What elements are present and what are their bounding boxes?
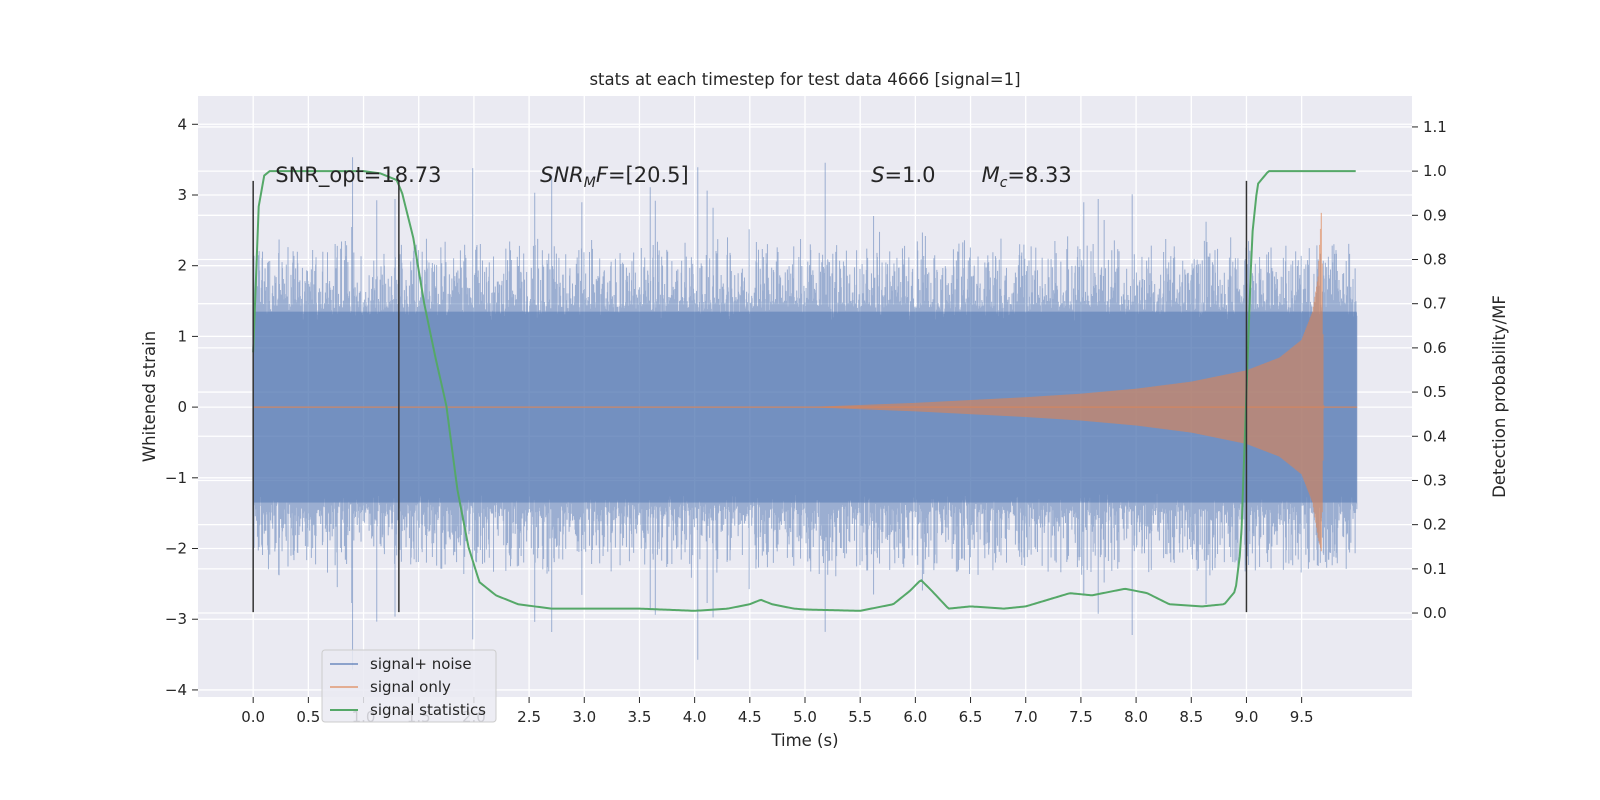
y-tick-label: 4 (177, 115, 187, 133)
y-tick-label: 1 (177, 327, 187, 345)
y2-tick-label: 0.1 (1423, 560, 1447, 578)
series-signal-statistics (252, 170, 1356, 612)
series-line (252, 170, 1356, 612)
legend-label: signal+ noise (370, 655, 472, 673)
x-tick-label: 5.5 (848, 708, 872, 726)
x-tick-label: 8.0 (1124, 708, 1148, 726)
annotation-1: SNRMF=[20.5] (540, 163, 689, 191)
x-tick-label: 2.5 (517, 708, 541, 726)
y2-axis-label: Detection probability/MF (1490, 295, 1509, 498)
y2-tick-label: 0.7 (1423, 295, 1447, 313)
y2-tick-label: 0.5 (1423, 383, 1447, 401)
x-tick-label: 8.5 (1179, 708, 1203, 726)
x-tick-label: 9.0 (1235, 708, 1259, 726)
x-tick-label: 0.5 (296, 708, 320, 726)
y2-tick-label: 0.4 (1423, 427, 1447, 445)
x-tick-label: 6.5 (959, 708, 983, 726)
legend: signal+ noise signal only signal statistic… (321, 649, 497, 723)
y-tick-label: −4 (165, 681, 187, 699)
y2-tick-label: 1.0 (1423, 162, 1447, 180)
y2-tick-label: 1.1 (1423, 118, 1447, 136)
y-tick-label: −1 (165, 469, 187, 487)
x-tick-label: 3.0 (572, 708, 596, 726)
y-tick-label: 2 (177, 257, 187, 275)
series-signal-only (252, 212, 1358, 552)
y2-tick-label: 0.0 (1423, 604, 1447, 622)
x-tick-label: 4.0 (683, 708, 707, 726)
y2-tick-label: 0.8 (1423, 251, 1447, 269)
y2-tick-label: 0.6 (1423, 339, 1447, 357)
y2-tick-label: 0.3 (1423, 471, 1447, 489)
x-tick-label: 7.0 (1014, 708, 1038, 726)
y-tick-label: 3 (177, 186, 187, 204)
annotations: SNR_opt=18.73 SNRMF=[20.5] S=1.0 Mc=8.33 (275, 163, 1072, 191)
x-tick-label: 7.5 (1069, 708, 1093, 726)
series-layer (252, 157, 1358, 670)
y-tick-label: −3 (165, 610, 187, 628)
y2-tick-label: 0.2 (1423, 516, 1447, 534)
x-tick-label: 0.0 (241, 708, 265, 726)
legend-items: signal+ noise signal only signal statistic… (330, 655, 486, 719)
chart-title: stats at each timestep for test data 466… (589, 70, 1020, 89)
x-axis-label: Time (s) (770, 731, 838, 750)
y-tick-label: −2 (165, 540, 187, 558)
legend-label: signal statistics (370, 701, 486, 719)
x-tick-label: 4.5 (738, 708, 762, 726)
annotation-3: Mc=8.33 (982, 163, 1072, 191)
y-axis-right: 0.0 0.1 0.2 0.3 0.4 0.5 0.6 0.7 0.8 0.9 1.0 1.1 (1412, 118, 1447, 622)
y2-tick-label: 0.9 (1423, 206, 1447, 224)
y-axis-left: −4 −3 −2 −1 0 1 2 3 4 (165, 115, 198, 699)
x-tick-label: 3.5 (628, 708, 652, 726)
annotation-0: SNR_opt=18.73 (275, 163, 441, 188)
y-tick-label: 0 (177, 398, 187, 416)
x-tick-label: 9.5 (1290, 708, 1314, 726)
x-tick-label: 5.0 (793, 708, 817, 726)
annotation-2: S=1.0 (871, 163, 935, 187)
legend-box (321, 649, 497, 723)
x-tick-label: 6.0 (903, 708, 927, 726)
legend-label: signal only (370, 678, 451, 696)
y-axis-label: Whitened strain (140, 331, 159, 462)
